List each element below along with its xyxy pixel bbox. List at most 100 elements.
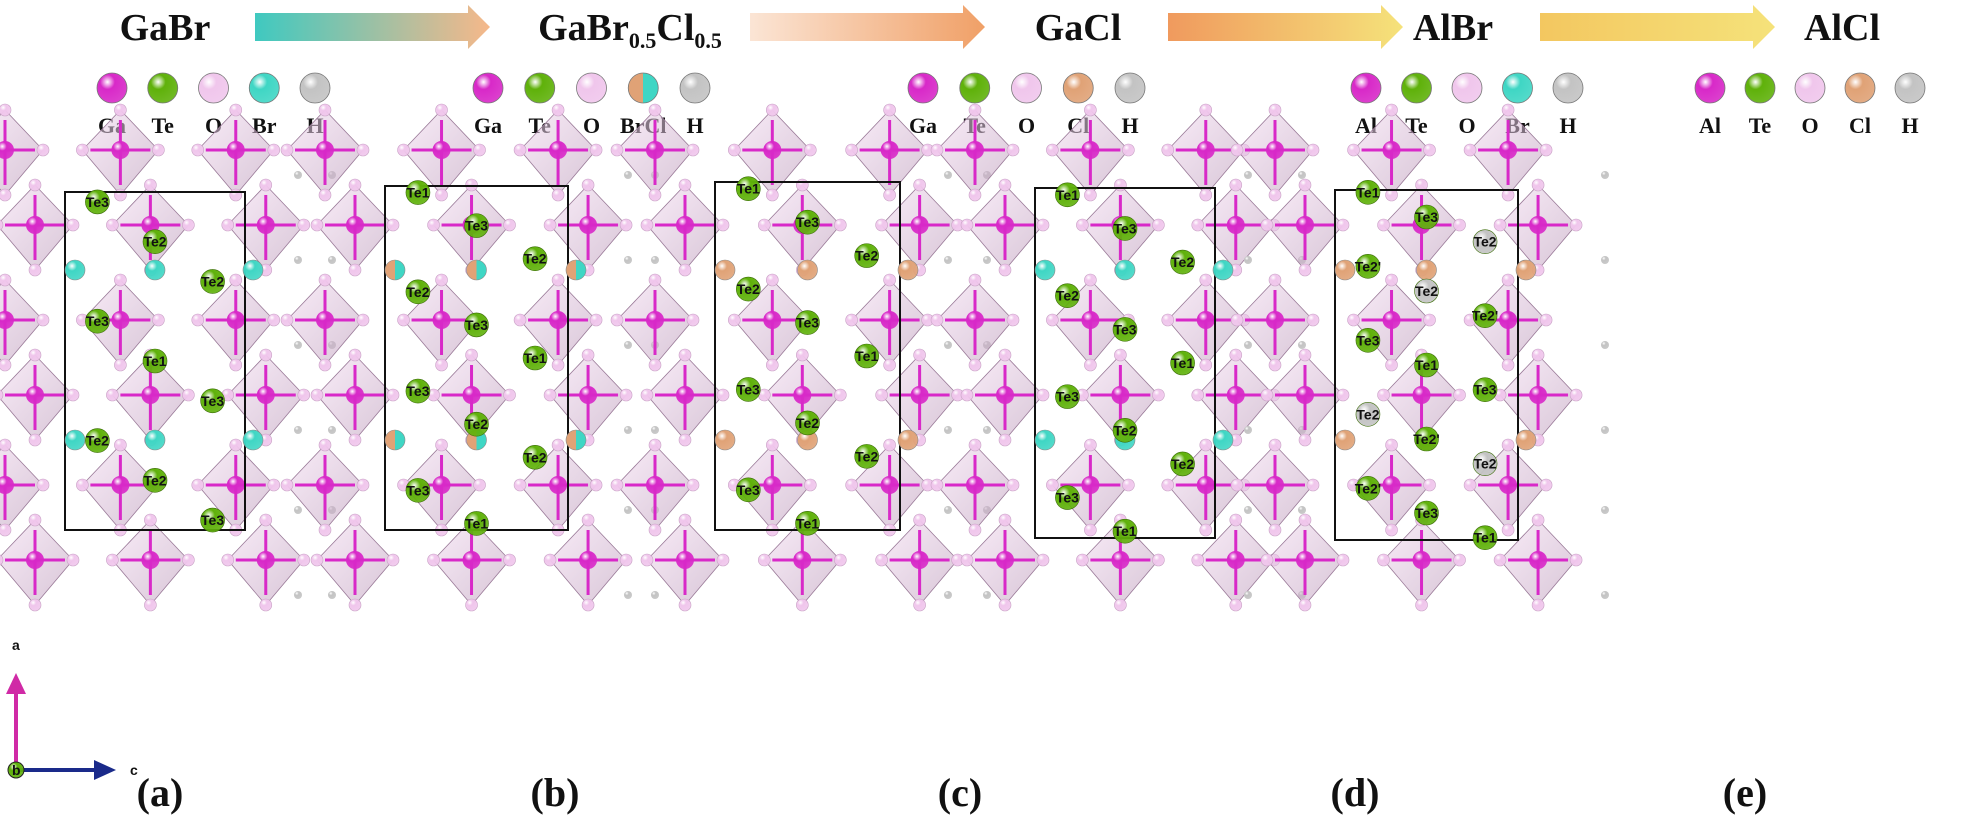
halide-atom <box>797 259 818 281</box>
o-atom <box>435 438 448 452</box>
h-atom <box>944 171 952 179</box>
o-atom <box>503 553 516 567</box>
o-atom <box>318 188 332 202</box>
te-atom <box>1112 417 1138 443</box>
o-atom <box>930 313 944 327</box>
o-atom <box>114 273 127 287</box>
metal-atom <box>226 311 245 329</box>
metal-atom <box>880 476 899 494</box>
o-atom <box>144 178 157 192</box>
o-atom <box>716 218 730 232</box>
o-atom <box>766 438 779 452</box>
h-atom <box>294 341 302 349</box>
o-atom <box>686 143 700 157</box>
te-atom <box>1472 229 1498 254</box>
metal-atom <box>1081 311 1100 329</box>
panel-d: Te1 Te3 Te2 Te2 Te3 Te1 Te3 Te2 Te2 Te3 Te1 (d) <box>930 103 1380 815</box>
o-atom <box>1161 478 1175 492</box>
panel-e: Te1 Te3 Te2 Te2' Te2 Te2' Te3 Te1 Te3 Te2 Te2' Te2 T… <box>1230 103 1767 815</box>
te-label: Te3 <box>737 482 760 498</box>
te-atom <box>405 378 431 404</box>
metal-atom <box>1412 551 1431 569</box>
metal-atom <box>910 551 929 569</box>
o-atom <box>465 348 478 362</box>
te-label: Te3 <box>86 313 109 329</box>
te-atom <box>854 343 880 369</box>
te-atom <box>464 312 489 338</box>
o-atom <box>678 178 692 192</box>
o-atom <box>1229 178 1243 192</box>
o-atom <box>1306 478 1320 492</box>
o-atom <box>1260 553 1274 567</box>
panel-tag: (d) <box>1331 770 1380 815</box>
o-atom <box>1531 598 1545 612</box>
o-atom <box>144 598 157 612</box>
te-label: Te3 <box>796 214 819 230</box>
metal-atom <box>793 551 812 569</box>
o-atom <box>229 358 243 372</box>
h-atom <box>1244 341 1252 349</box>
o-atom <box>0 188 12 202</box>
metal-atom <box>256 551 275 569</box>
o-atom <box>36 478 50 492</box>
o-atom <box>348 348 362 362</box>
h-atom <box>1298 506 1306 514</box>
o-atom <box>229 438 243 452</box>
h-atom <box>328 426 336 434</box>
o-atom <box>28 178 42 192</box>
halide-atom <box>384 259 406 281</box>
o-atom <box>114 438 127 452</box>
te-label: Te2' <box>1472 308 1498 324</box>
halide-atom <box>64 259 86 281</box>
o-atom <box>883 273 896 287</box>
metal-atom <box>1266 141 1284 159</box>
o-atom <box>1306 143 1320 157</box>
halide-atom <box>1334 429 1356 451</box>
h-atom <box>624 591 632 599</box>
te-label: Te2 <box>465 416 488 432</box>
o-atom <box>1076 553 1089 567</box>
o-atom <box>716 388 730 402</box>
o-atom <box>221 553 235 567</box>
o-atom <box>152 313 165 327</box>
metal-atom <box>26 216 44 234</box>
o-atom <box>1084 438 1097 452</box>
a-axis-head <box>6 673 26 694</box>
halide-atom <box>1515 429 1537 451</box>
te-atom <box>85 308 110 334</box>
metal-atom <box>763 311 782 329</box>
transition-arrow <box>1168 5 1403 49</box>
o-atom <box>0 103 12 117</box>
o-atom <box>1453 553 1466 567</box>
metal-atom <box>910 216 929 234</box>
o-atom <box>1260 218 1274 232</box>
o-atom <box>1199 188 1213 202</box>
legend-label: O <box>583 113 600 138</box>
te-label: Te3 <box>737 381 760 397</box>
te-label: Te2 <box>1415 283 1438 299</box>
o-atom <box>766 358 779 372</box>
te-label: Te2 <box>201 273 224 289</box>
te-label: Te3 <box>1474 382 1497 398</box>
o-atom <box>356 313 370 327</box>
te-atom <box>854 444 880 469</box>
legend-label: H <box>686 113 703 138</box>
metal-atom <box>0 311 14 329</box>
o-atom <box>728 143 741 157</box>
o-atom <box>280 478 294 492</box>
o-atom <box>1199 273 1213 287</box>
legend-e: Al Te O Cl H <box>1694 72 1926 138</box>
te-label: Te1 <box>737 181 760 197</box>
legend-atom <box>1894 72 1926 104</box>
halide-atom <box>466 259 487 281</box>
metal-atom <box>141 551 160 569</box>
o-atom <box>960 388 974 402</box>
te-label: Te1 <box>143 353 166 369</box>
o-atom <box>1084 523 1097 537</box>
te-atom <box>735 377 761 402</box>
o-atom <box>435 273 448 287</box>
metal-atom <box>0 476 14 494</box>
metal-atom <box>966 311 984 329</box>
te-atom <box>1472 525 1498 550</box>
h-atom <box>1298 341 1306 349</box>
